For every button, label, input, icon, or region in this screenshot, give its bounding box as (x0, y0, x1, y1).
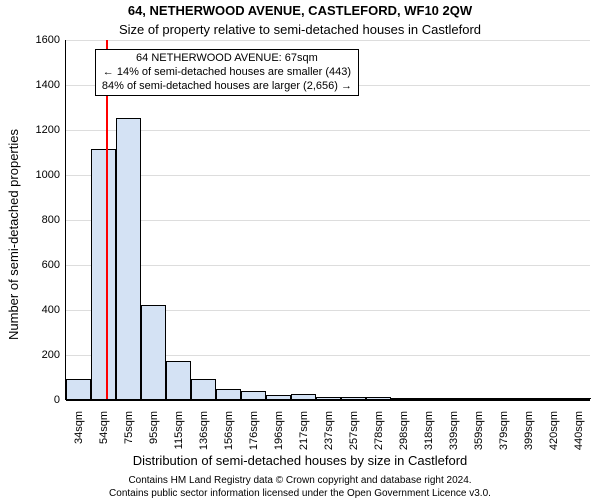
histogram-bar (116, 118, 141, 399)
y-tick-label: 800 (42, 214, 66, 226)
histogram-bar (291, 394, 316, 399)
x-tick-label: 278sqm (373, 411, 385, 450)
histogram-bar (241, 391, 266, 399)
x-tick-label: 115sqm (173, 411, 185, 449)
x-tick-label: 136sqm (198, 411, 210, 450)
histogram-bar (266, 395, 291, 399)
y-tick-label: 400 (42, 304, 66, 316)
y-tick-label: 200 (42, 349, 66, 361)
y-tick-label: 1200 (36, 124, 66, 136)
y-tick-label: 0 (54, 394, 66, 406)
x-tick-label: 176sqm (248, 411, 260, 450)
x-tick-label: 34sqm (73, 411, 85, 444)
x-tick-label: 339sqm (448, 411, 460, 450)
property-info-box: 64 NETHERWOOD AVENUE: 67sqm← 14% of semi… (95, 49, 359, 96)
x-tick-label: 95sqm (148, 411, 160, 444)
x-tick-label: 359sqm (473, 411, 485, 450)
x-tick-label: 196sqm (273, 411, 285, 450)
histogram-bar (341, 397, 366, 399)
chart-title: 64, NETHERWOOD AVENUE, CASTLEFORD, WF10 … (0, 3, 600, 18)
x-tick-label: 156sqm (223, 411, 235, 450)
gridline (66, 175, 590, 176)
histogram-bar (191, 379, 216, 399)
x-tick-label: 399sqm (523, 411, 535, 450)
x-tick-label: 257sqm (348, 411, 360, 450)
info-box-line: ← 14% of semi-detached houses are smalle… (102, 66, 352, 80)
histogram-bar (166, 361, 191, 399)
histogram-bar (566, 398, 591, 399)
y-tick-label: 1600 (36, 34, 66, 46)
histogram-bar (91, 149, 116, 399)
y-tick-label: 1400 (36, 79, 66, 91)
figure: { "title": { "text": "64, NETHERWOOD AVE… (0, 0, 600, 500)
histogram-bar (516, 398, 541, 399)
gridline (66, 265, 590, 266)
info-box-line: 84% of semi-detached houses are larger (… (102, 80, 352, 94)
histogram-bar (391, 398, 416, 399)
info-box-line: 64 NETHERWOOD AVENUE: 67sqm (102, 52, 352, 66)
histogram-bar (416, 398, 441, 399)
x-tick-label: 54sqm (98, 411, 110, 444)
x-tick-label: 420sqm (548, 411, 560, 450)
gridline (66, 40, 590, 41)
attribution-line-2: Contains public sector information licen… (0, 488, 600, 499)
x-tick-label: 75sqm (123, 411, 135, 444)
x-tick-label: 237sqm (323, 411, 335, 450)
attribution-line-1: Contains HM Land Registry data © Crown c… (0, 475, 600, 486)
histogram-bar (66, 379, 91, 399)
x-axis-label: Distribution of semi-detached houses by … (0, 453, 600, 468)
histogram-bar (216, 389, 241, 399)
histogram-bar (541, 398, 566, 399)
x-tick-label: 298sqm (398, 411, 410, 450)
histogram-bar (316, 397, 341, 399)
chart-subtitle: Size of property relative to semi-detach… (0, 22, 600, 37)
gridline (66, 220, 590, 221)
histogram-bar (441, 398, 466, 399)
x-tick-label: 318sqm (423, 411, 435, 450)
gridline (66, 130, 590, 131)
x-tick-label: 379sqm (498, 411, 510, 450)
y-axis-label: Number of semi-detached properties (6, 129, 21, 340)
histogram-bar (491, 398, 516, 399)
histogram-bar (466, 398, 491, 399)
plot-area: 0200400600800100012001400160034sqm54sqm7… (65, 40, 590, 400)
histogram-bar (366, 397, 391, 399)
y-tick-label: 600 (42, 259, 66, 271)
gridline (66, 400, 590, 401)
histogram-bar (141, 305, 166, 400)
y-tick-label: 1000 (36, 169, 66, 181)
x-tick-label: 217sqm (298, 411, 310, 450)
x-tick-label: 440sqm (573, 411, 585, 450)
